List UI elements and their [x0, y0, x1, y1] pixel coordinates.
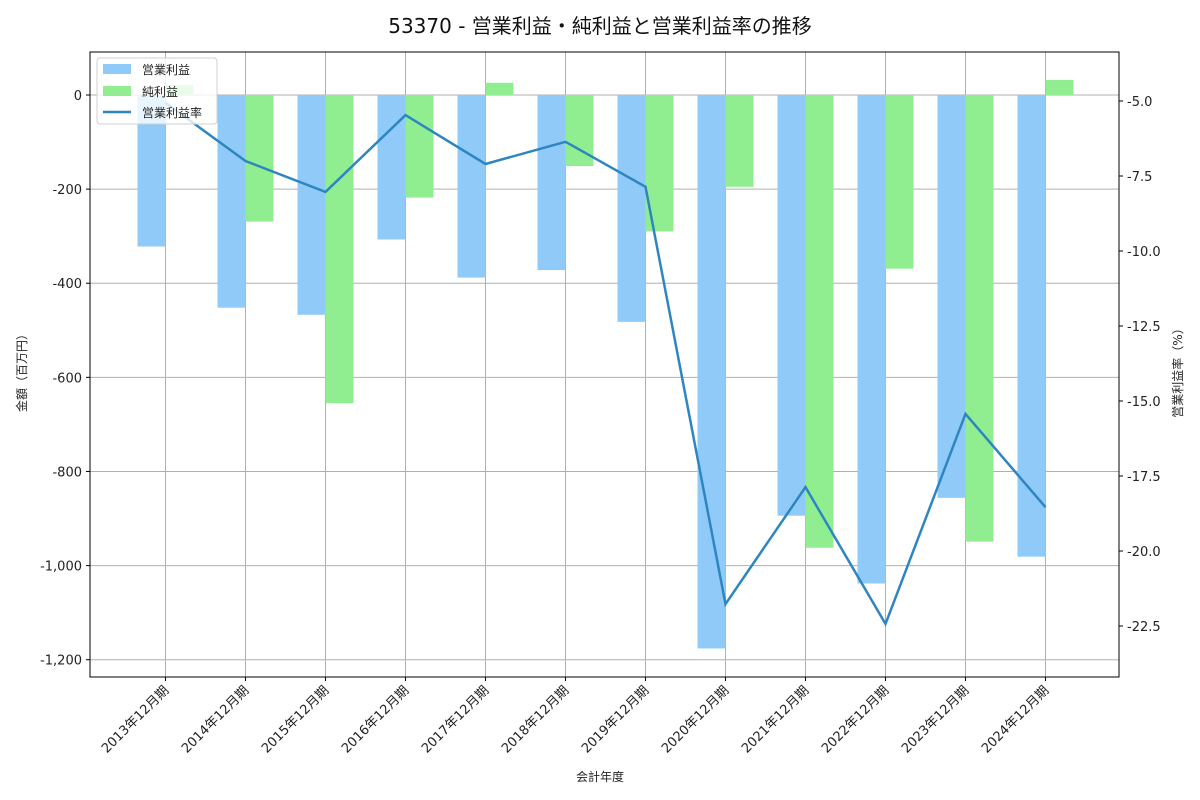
chart-title: 53370 - 営業利益・純利益と営業利益率の推移: [388, 14, 812, 38]
bar-net-income: [965, 95, 994, 542]
right-y-axis: -5.0 -7.5 -10.0 -12.5 -15.0 -17.5 -20.0 -22.5: [1119, 95, 1161, 635]
bar-operating-income: [857, 95, 886, 584]
bar-net-income: [885, 95, 914, 269]
x-axis: 2013年12月期 2014年12月期 2015年12月期 2016年12月期 2017…: [99, 677, 1052, 757]
legend-label-operating-margin: 営業利益率: [142, 105, 202, 120]
y-right-tick-label: -20.0: [1127, 545, 1161, 560]
bar-operating-income: [617, 95, 646, 322]
y-tick-label: -1,200: [40, 654, 82, 669]
bar-operating-income: [537, 95, 566, 271]
y-right-tick-label: -5.0: [1127, 95, 1152, 110]
bar-net-income: [405, 95, 434, 198]
bar-net-income: [245, 95, 274, 222]
y-tick-label: -1,000: [40, 560, 82, 575]
line-operating-margin: [164, 101, 1047, 627]
y-right-tick-label: -17.5: [1127, 470, 1161, 485]
left-y-axis: 0 -200 -400 -600 -800 -1,000 -1,200: [40, 89, 90, 669]
bar-operating-income: [377, 95, 406, 240]
line-series: [164, 101, 1047, 627]
bar-series: [137, 79, 1074, 649]
x-tick-label: 2020年12月期: [659, 683, 732, 756]
legend-swatch-net-income: [103, 86, 131, 96]
x-tick-label: 2018年12月期: [499, 683, 572, 756]
x-tick-label: 2024年12月期: [979, 683, 1052, 756]
plot-frame: [89, 51, 1120, 678]
legend: 営業利益 純利益 営業利益率: [96, 57, 218, 125]
x-tick-label: 2022年12月期: [819, 683, 892, 756]
x-tick-label: 2016年12月期: [339, 683, 412, 756]
x-tick-label: 2017年12月期: [419, 683, 492, 756]
y-tick-label: -600: [52, 371, 82, 386]
x-tick-label: 2021年12月期: [739, 683, 812, 756]
y-right-tick-label: -22.5: [1127, 620, 1161, 635]
bar-operating-income: [697, 95, 726, 649]
legend-box: [96, 57, 218, 125]
x-tick-label: 2014年12月期: [179, 683, 252, 756]
bar-operating-income: [937, 95, 966, 498]
legend-swatch-operating-income: [103, 64, 131, 74]
y-right-tick-label: -7.5: [1127, 170, 1152, 185]
bar-net-income: [805, 95, 834, 548]
y-tick-label: -200: [52, 183, 82, 198]
legend-label-net-income: 純利益: [142, 85, 178, 99]
y-axis-label-left: 金額（百万円）: [14, 328, 29, 412]
bar-operating-income: [777, 95, 806, 516]
y-right-tick-label: -10.0: [1127, 245, 1161, 260]
legend-label-operating-income: 営業利益: [142, 63, 190, 77]
bar-net-income: [725, 95, 754, 187]
bar-operating-income: [217, 95, 246, 308]
x-axis-label: 会計年度: [576, 769, 624, 784]
bar-operating-income: [1017, 95, 1046, 557]
bar-operating-income: [457, 95, 486, 278]
y-axis-label-right: 営業利益率（%）: [1170, 322, 1185, 417]
bar-operating-income: [297, 95, 326, 315]
y-tick-label: -400: [52, 277, 82, 292]
x-tick-label: 2013年12月期: [99, 683, 172, 756]
x-tick-label: 2019年12月期: [579, 683, 652, 756]
x-tick-label: 2015年12月期: [259, 683, 332, 756]
bar-net-income: [1045, 79, 1074, 95]
y-right-tick-label: -12.5: [1127, 320, 1161, 335]
y-tick-label: 0: [74, 89, 82, 104]
y-right-tick-label: -15.0: [1127, 395, 1161, 410]
x-tick-label: 2023年12月期: [899, 683, 972, 756]
bar-net-income: [485, 82, 514, 95]
y-tick-label: -800: [52, 465, 82, 480]
bar-net-income: [325, 95, 354, 404]
